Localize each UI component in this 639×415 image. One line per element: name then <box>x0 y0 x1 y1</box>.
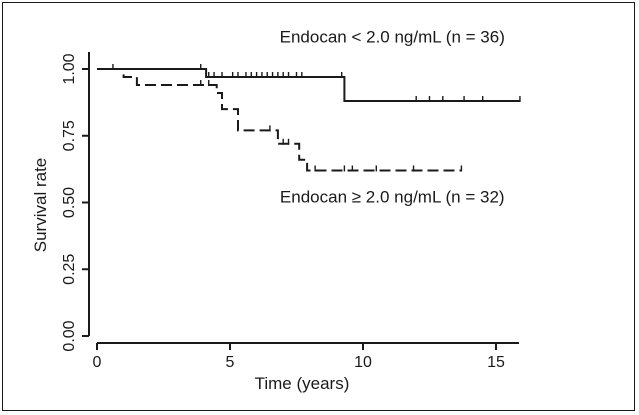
y-axis-label: Survival rate <box>31 158 50 252</box>
y-tick-label: 0.25 <box>61 254 78 285</box>
x-tick-label: 10 <box>354 354 372 371</box>
survival-curve <box>97 68 462 172</box>
curve-annotation: Endocan ≥ 2.0 ng/mL (n = 32) <box>280 188 505 207</box>
ticks: 0 5 10 15 0.00 0.25 0.50 0.75 1.00 <box>61 53 505 371</box>
x-tick-label: 5 <box>226 354 235 371</box>
curve-annotation: Endocan < 2.0 ng/mL (n = 36) <box>280 27 505 46</box>
y-tick-label: 0.00 <box>61 320 78 351</box>
x-axis-label: Time (years) <box>255 374 350 393</box>
series-2 <box>97 68 463 172</box>
x-tick-label: 0 <box>93 354 102 371</box>
y-tick-label: 0.75 <box>61 120 78 151</box>
annotations: Endocan < 2.0 ng/mL (n = 36) Endocan ≥ 2.… <box>280 27 505 206</box>
series-layer <box>97 64 521 172</box>
series-1 <box>97 64 521 103</box>
y-tick-label: 0.50 <box>61 187 78 218</box>
survival-curve <box>97 68 520 102</box>
axes <box>88 52 519 344</box>
x-tick-label: 15 <box>487 354 505 371</box>
y-tick-label: 1.00 <box>61 53 78 84</box>
